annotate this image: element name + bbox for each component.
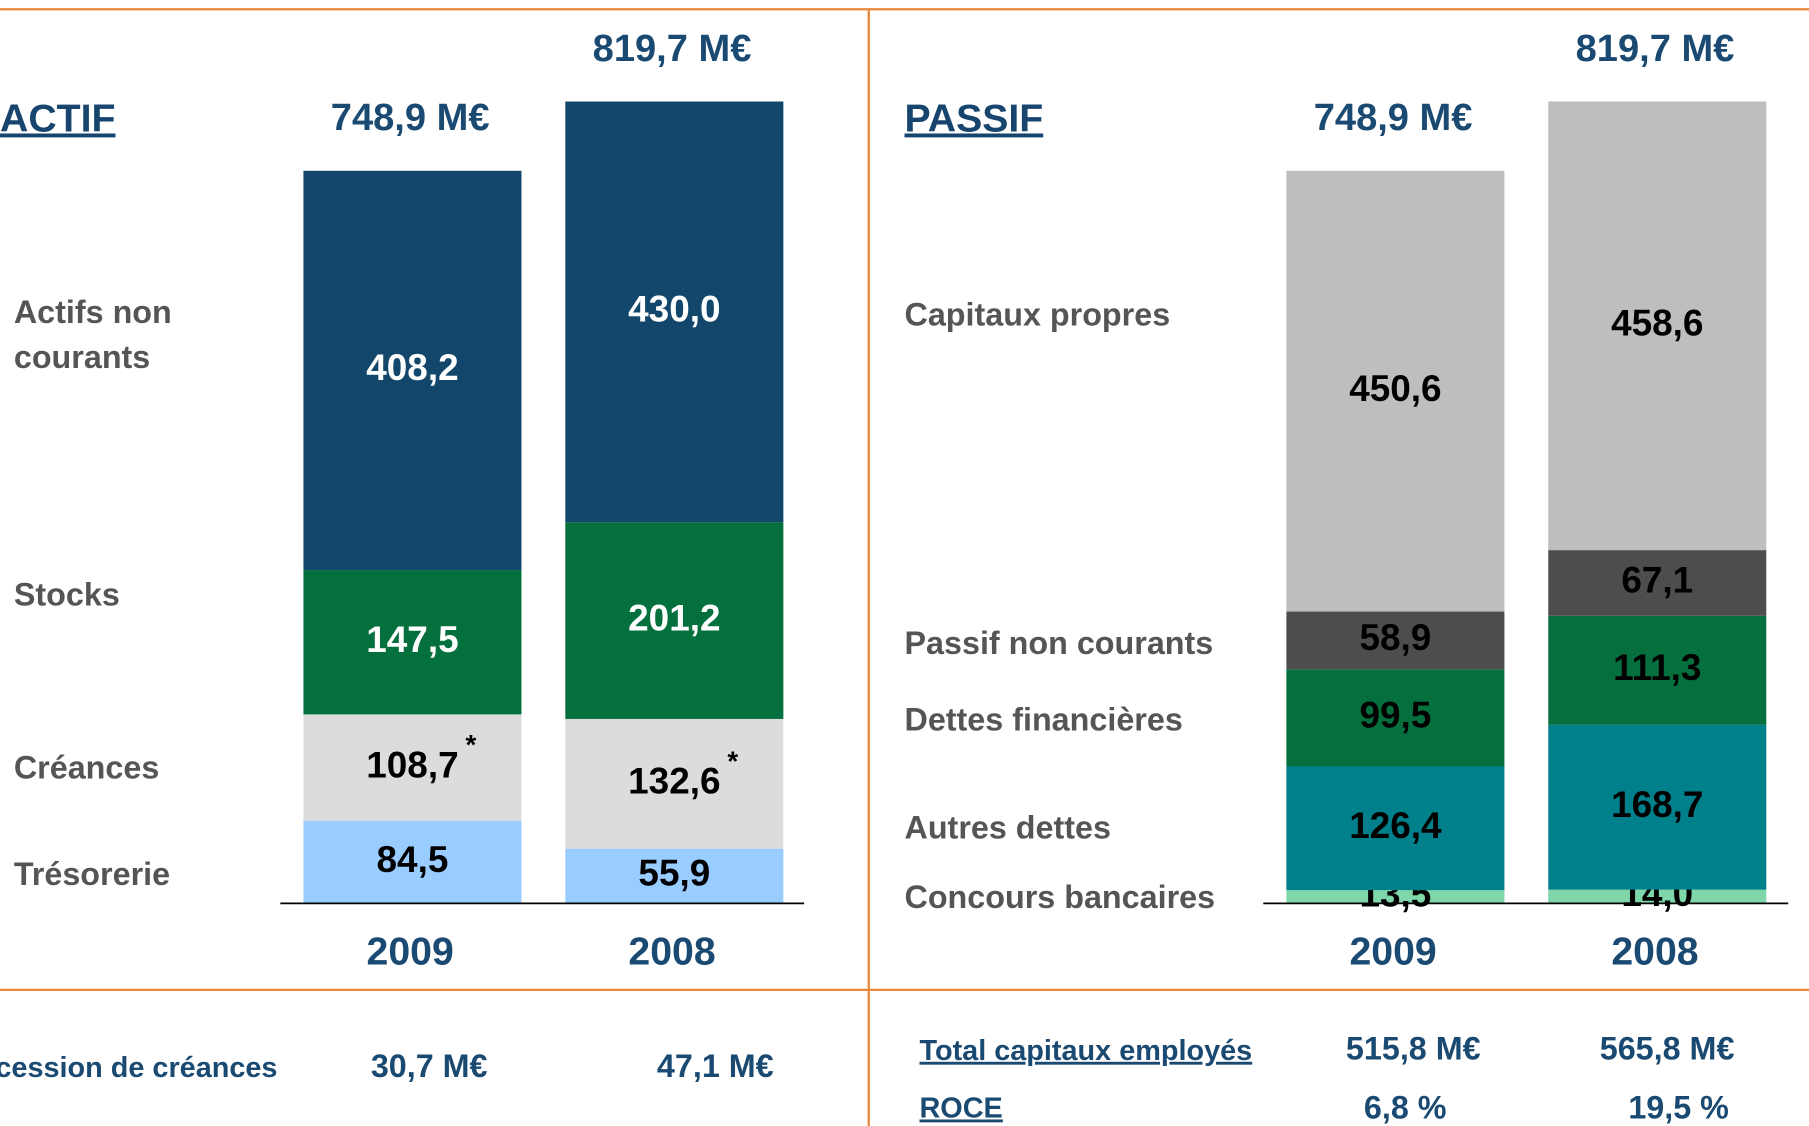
value-label: 55,9: [638, 853, 710, 894]
legend-item: Trésorerie: [14, 806, 279, 940]
bar-segment: [1548, 889, 1767, 904]
chart-title: ACTIF: [0, 96, 115, 140]
value-label: 147,5: [366, 619, 458, 660]
value-label: 99,5: [1359, 695, 1431, 736]
legend-label: Créances: [13, 749, 160, 786]
legend-label: Dettes financières: [904, 700, 1183, 737]
total-label: 748,9 M€: [1314, 97, 1473, 139]
value-label: 58,9: [1359, 617, 1431, 658]
table-value: 6,8 %: [1364, 1089, 1447, 1125]
table-value: 47,1 M€: [657, 1048, 774, 1084]
legend-item: Dettes financières: [905, 652, 1274, 786]
legend-item: Stocks: [14, 527, 279, 661]
legend-label: Passif non courants: [904, 624, 1214, 661]
total-label: 819,7 M€: [1576, 28, 1735, 70]
total-label: 748,9 M€: [331, 97, 490, 139]
bar-segment: [565, 848, 784, 904]
legend-label: Trésorerie: [13, 855, 171, 892]
legend-item: Concours bancaires: [905, 830, 1274, 964]
legend-label: Concours bancaires: [904, 878, 1216, 915]
legend-wrap: Passif non courants: [905, 576, 1274, 710]
chart-title: PASSIF: [905, 96, 1044, 140]
bar-segment: [1548, 101, 1767, 551]
table-value: 19,5 %: [1628, 1089, 1729, 1125]
legend-wrap: Trésorerie: [14, 806, 279, 940]
legend-wrap: Créances: [14, 700, 279, 834]
legend-wrap: Actifs non courants: [14, 268, 279, 402]
value-label: 408,2: [366, 347, 458, 388]
footnote-marker: *: [727, 745, 738, 776]
bar-segment: [1548, 615, 1767, 725]
x-tick-label: 2008: [1611, 929, 1698, 973]
value-label: 111,3: [1613, 647, 1701, 688]
table-label: ROCE: [919, 1092, 1002, 1124]
bar-segment: [1286, 669, 1505, 767]
bar-segment: [303, 170, 522, 571]
value-label: 430,0: [628, 289, 720, 330]
bar-segment: [565, 718, 784, 849]
value-label: 108,7: [366, 744, 458, 785]
bar-segment: [1286, 611, 1505, 670]
legend-label: Capitaux propres: [904, 295, 1171, 332]
bar-segment: [303, 714, 522, 821]
legend-wrap: Autres dettes: [905, 760, 1274, 894]
footer: cession de créances 30,7 M€ 47,1 M€ Tota…: [0, 1031, 1734, 1126]
bar-segment: [1286, 170, 1505, 612]
legend-wrap: Dettes financières: [905, 652, 1274, 786]
table-value: 30,7 M€: [371, 1048, 488, 1084]
footnote-marker: *: [466, 729, 477, 760]
bar-segment: [303, 570, 522, 715]
table-value: 515,8 M€: [1346, 1031, 1481, 1067]
value-label: 67,1: [1621, 560, 1693, 601]
value-label: 450,6: [1349, 368, 1441, 409]
value-label: 201,2: [628, 597, 720, 638]
table-label: cession de créances: [0, 1052, 277, 1084]
table-value: 565,8 M€: [1600, 1031, 1735, 1067]
legend-wrap: Capitaux propres: [905, 247, 1274, 381]
x-tick-label: 2009: [367, 929, 454, 973]
bar-segment: [565, 101, 784, 523]
bar-segment: [303, 820, 522, 904]
total-label: 819,7 M€: [593, 28, 752, 70]
table-label: Total capitaux employés: [919, 1035, 1252, 1067]
bar-segment: [1286, 766, 1505, 891]
bar-segment: [1548, 550, 1767, 616]
bar-segment: [1548, 724, 1767, 890]
legend-label: Autres dettes: [904, 809, 1111, 846]
legend-wrap: Stocks: [14, 527, 279, 661]
value-label: 168,7: [1611, 784, 1703, 825]
x-tick-label: 2009: [1349, 929, 1436, 973]
legend-item: Créances: [14, 700, 279, 834]
bar-segment: [1286, 890, 1505, 904]
legend-wrap: Concours bancaires: [905, 830, 1274, 964]
value-label: 458,6: [1611, 303, 1703, 344]
legend-item: Capitaux propres: [905, 247, 1274, 381]
legend-item: Passif non courants: [905, 576, 1274, 710]
value-label: 132,6: [628, 761, 720, 802]
value-label: 126,4: [1349, 805, 1442, 846]
x-tick-label: 2008: [628, 929, 715, 973]
legend-label: Stocks: [13, 576, 120, 613]
value-label: 84,5: [377, 839, 449, 880]
legend-label: Actifs non courants: [13, 294, 172, 375]
legend-item: Actifs non courants: [14, 268, 279, 402]
bar-segment: [565, 522, 784, 719]
legend-item: Autres dettes: [905, 760, 1274, 894]
